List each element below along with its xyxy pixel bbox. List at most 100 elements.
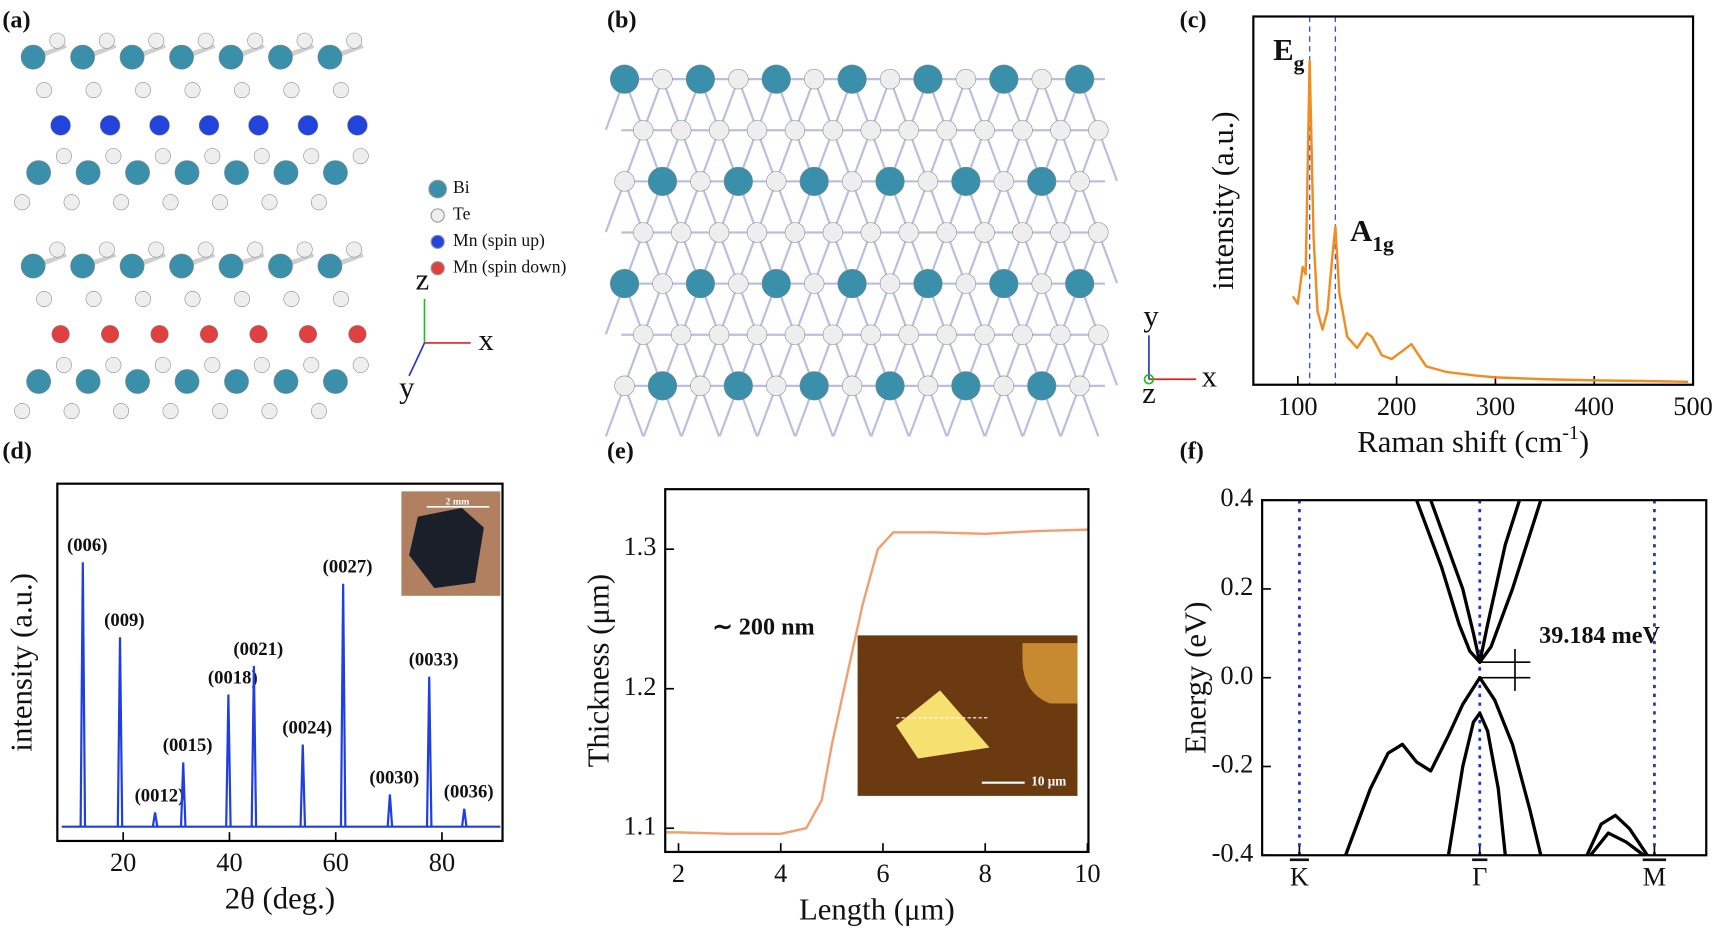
legend-label: Bi <box>453 177 470 197</box>
atom <box>247 241 264 258</box>
atom <box>212 403 228 420</box>
plot-frame <box>1261 499 1708 857</box>
line-series <box>665 528 1089 836</box>
atom <box>822 222 844 243</box>
atom <box>199 325 219 344</box>
atom <box>860 120 881 141</box>
atom <box>647 166 678 196</box>
atom <box>766 375 787 397</box>
atom <box>746 120 768 141</box>
x-tick-label: K <box>1290 861 1309 891</box>
atom <box>135 82 152 99</box>
atom <box>63 194 80 211</box>
legend-swatch <box>430 261 445 276</box>
axis-letter: y <box>1143 299 1159 333</box>
atom <box>283 291 300 307</box>
atom <box>822 120 844 141</box>
atom <box>841 375 863 397</box>
atom <box>113 403 130 420</box>
x-tick-label: 200 <box>1377 391 1417 421</box>
atom <box>609 64 640 94</box>
atom <box>162 403 179 420</box>
atom <box>652 68 673 90</box>
atom <box>951 166 981 196</box>
atom <box>614 375 635 397</box>
atom <box>310 194 327 211</box>
photo-inset <box>401 491 501 596</box>
atom <box>261 403 278 420</box>
atom <box>261 194 278 211</box>
atom <box>723 166 753 196</box>
panel-label: (f) <box>1180 437 1204 464</box>
atom <box>955 68 977 90</box>
atom <box>26 160 51 185</box>
atom <box>113 194 130 211</box>
atom <box>148 241 165 258</box>
atom <box>198 115 220 136</box>
x-tick-label: 4 <box>774 858 787 888</box>
atom <box>14 403 31 420</box>
x-tick-label: 40 <box>216 847 242 877</box>
legend-label: Te <box>453 203 471 223</box>
panel-label: (b) <box>607 7 637 34</box>
x-axis-label: Length (μm) <box>799 892 955 926</box>
atom <box>837 269 867 299</box>
atom <box>633 324 654 345</box>
atom <box>746 324 768 345</box>
plot-frame <box>664 488 1090 854</box>
x-tick-label: 80 <box>429 847 455 877</box>
annotation-main: E <box>1273 33 1294 67</box>
atom <box>841 171 863 192</box>
atom <box>346 32 363 49</box>
y-tick-label: -0.4 <box>1212 837 1254 867</box>
atom <box>352 148 369 165</box>
peak <box>299 744 307 827</box>
atom <box>323 369 348 394</box>
x-tick-label: 2 <box>672 858 685 888</box>
y-tick-label: 0.0 <box>1220 660 1253 690</box>
atom <box>1088 120 1109 141</box>
atom <box>20 44 46 70</box>
atom <box>101 325 120 344</box>
annotation-sub: g <box>1294 51 1305 75</box>
y-tick-label: 1.3 <box>623 531 656 561</box>
atom <box>913 269 943 299</box>
atom <box>224 369 249 394</box>
atom <box>1050 120 1071 141</box>
atom <box>317 253 343 279</box>
axis-origin <box>1143 374 1155 385</box>
atom <box>197 241 214 258</box>
peak-label: (0015) <box>163 735 213 756</box>
atom <box>1031 273 1052 294</box>
peak <box>460 808 468 827</box>
atom <box>204 148 221 165</box>
atom <box>224 160 249 185</box>
atom <box>204 356 221 373</box>
panel-label: (d) <box>2 437 32 464</box>
peak <box>151 812 159 827</box>
atom <box>1012 324 1033 345</box>
atom <box>105 356 122 373</box>
atom <box>268 44 293 70</box>
atom <box>332 82 349 99</box>
atom <box>974 324 995 345</box>
atom <box>346 241 363 258</box>
atom <box>1065 64 1095 94</box>
peak-label: (0030) <box>369 767 419 788</box>
atom <box>955 273 977 294</box>
line-series <box>1291 59 1689 383</box>
axis-letter: x <box>1202 359 1217 393</box>
atom <box>36 291 53 307</box>
atom <box>184 291 201 307</box>
peak-label: (006) <box>67 535 107 556</box>
peak <box>225 694 232 827</box>
atom <box>633 120 654 141</box>
atom <box>218 253 244 279</box>
atom <box>63 403 80 420</box>
atom <box>761 269 791 299</box>
peak <box>79 562 87 827</box>
axis-letter: z <box>415 263 429 297</box>
atom <box>837 64 867 94</box>
atom <box>247 32 264 49</box>
